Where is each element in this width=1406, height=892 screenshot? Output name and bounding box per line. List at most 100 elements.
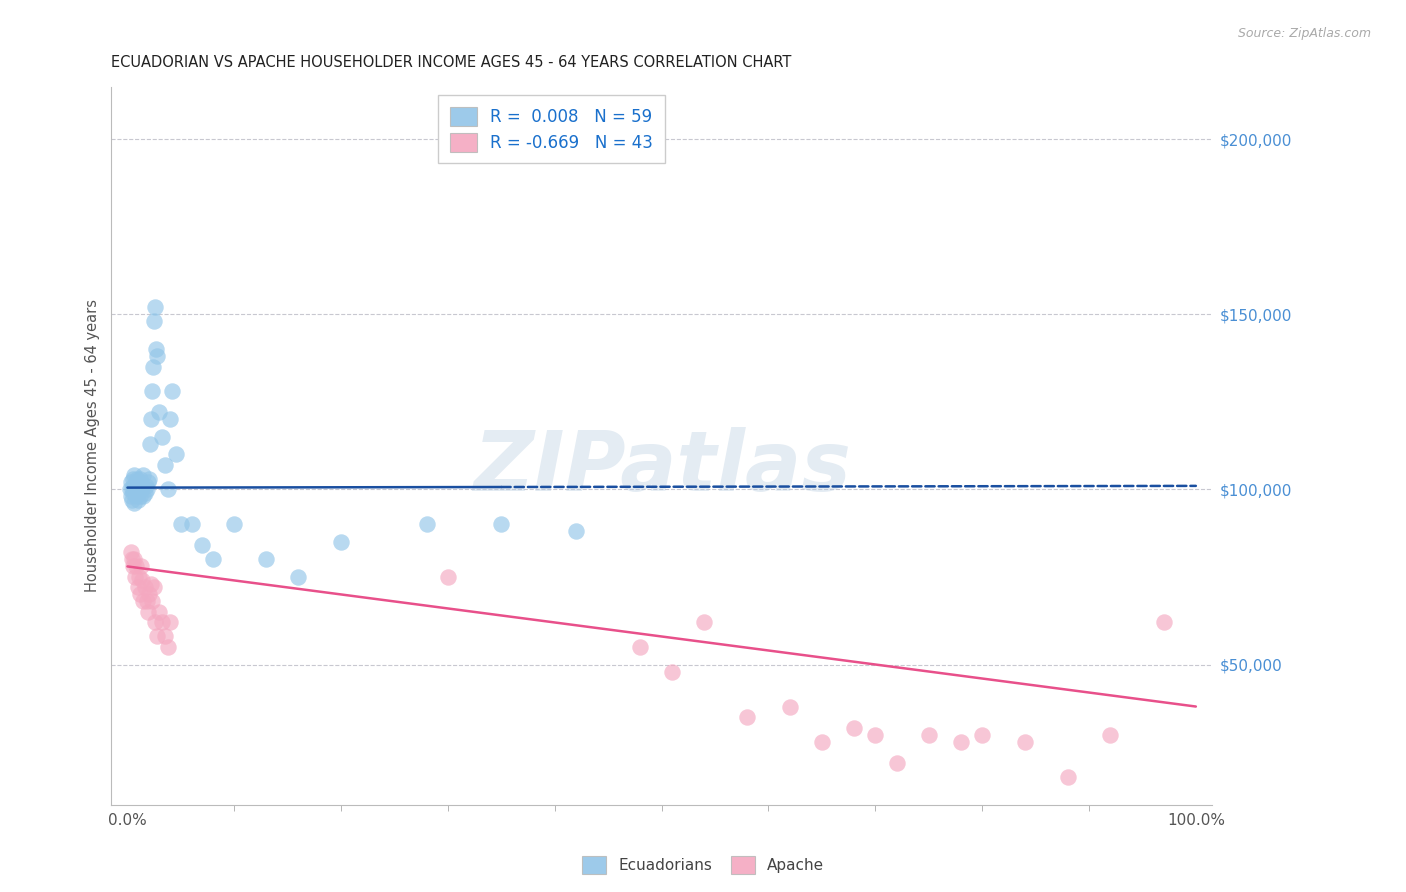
Point [127,492,149,507]
Point [254,552,277,566]
Point [141,384,163,399]
Point [121,552,143,566]
Point [224,517,246,532]
Point [565,524,588,539]
Point [136,605,159,619]
Point [120,489,142,503]
Point [842,721,865,735]
Point [157,483,180,497]
Point [120,475,142,490]
Point [693,615,716,630]
Text: Source: ZipAtlas.com: Source: ZipAtlas.com [1237,27,1371,40]
Point [128,570,150,584]
Point [122,552,145,566]
Point [191,538,214,552]
Point [180,517,202,532]
Point [132,594,155,608]
Point [159,412,181,426]
Point [138,587,160,601]
Point [125,475,148,490]
Point [148,605,170,619]
Point [128,475,150,490]
Point [865,727,887,741]
Point [143,615,166,630]
Point [120,545,142,559]
Point [122,468,145,483]
Legend: R =  0.008   N = 59, R = -0.669   N = 43: R = 0.008 N = 59, R = -0.669 N = 43 [439,95,665,163]
Point [491,517,513,532]
Point [145,343,167,357]
Point [201,552,224,566]
Point [330,535,353,549]
Point [122,496,145,510]
Point [170,517,193,532]
Point [125,483,148,497]
Point [139,437,162,451]
Point [153,458,176,472]
Point [124,570,146,584]
Point [127,486,149,500]
Point [141,594,163,608]
Point [1153,615,1175,630]
Point [134,581,156,595]
Legend: Ecuadorians, Apache: Ecuadorians, Apache [575,850,831,880]
Point [165,447,187,461]
Point [437,570,460,584]
Point [886,756,908,770]
Point [972,727,994,741]
Point [918,727,941,741]
Point [129,489,152,503]
Point [157,640,180,654]
Point [143,314,166,328]
Point [127,479,149,493]
Point [735,710,758,724]
Point [121,483,143,497]
Point [415,517,437,532]
Point [150,430,173,444]
Point [146,349,169,363]
Point [1099,727,1122,741]
Point [131,483,153,497]
Point [1056,770,1078,784]
Point [143,300,166,314]
Y-axis label: Householder Income Ages 45 - 64 years: Householder Income Ages 45 - 64 years [86,299,100,592]
Point [124,479,146,493]
Point [162,384,184,399]
Text: ECUADORIAN VS APACHE HOUSEHOLDER INCOME AGES 45 - 64 YEARS CORRELATION CHART: ECUADORIAN VS APACHE HOUSEHOLDER INCOME … [111,55,792,70]
Point [779,699,801,714]
Point [121,486,143,500]
Point [127,581,149,595]
Point [121,472,143,486]
Point [153,630,176,644]
Point [128,483,150,497]
Point [159,615,181,630]
Point [949,734,972,748]
Point [143,581,166,595]
Point [134,486,156,500]
Point [122,483,145,497]
Point [125,472,148,486]
Point [139,577,162,591]
Point [287,570,309,584]
Point [811,734,834,748]
Point [135,479,157,493]
Point [131,574,153,588]
Point [150,615,173,630]
Point [136,475,159,490]
Point [628,640,651,654]
Point [121,559,143,574]
Point [139,412,162,426]
Point [124,486,146,500]
Point [118,483,141,497]
Text: ZIPatlas: ZIPatlas [472,426,851,508]
Point [142,359,165,374]
Point [129,472,152,486]
Point [148,405,170,419]
Point [146,630,169,644]
Point [131,479,153,493]
Point [125,489,148,503]
Point [138,472,160,486]
Point [132,489,155,503]
Point [135,594,157,608]
Point [121,492,143,507]
